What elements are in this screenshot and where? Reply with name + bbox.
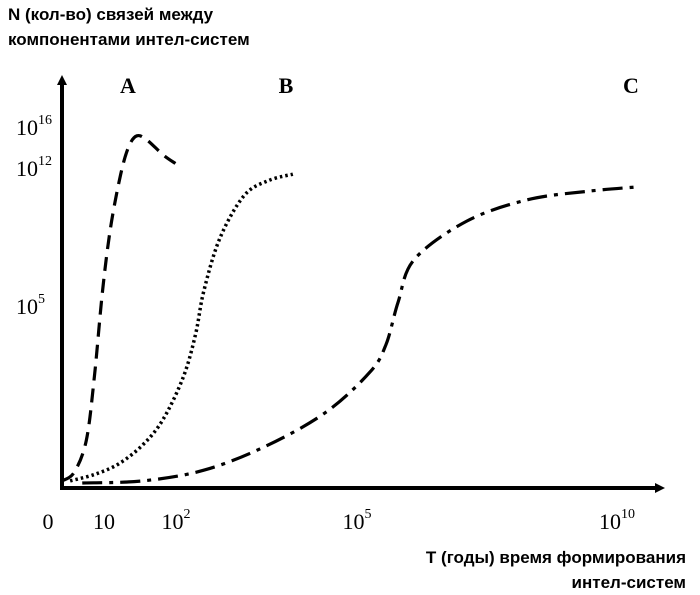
x-tick-label-3: 105: [343, 507, 372, 534]
series-labels: A B C: [120, 73, 639, 98]
x-tick-label-0: 0: [43, 509, 54, 534]
y-axis-label-line-1: N (кол-во) связей между: [8, 5, 214, 24]
axes: [57, 75, 665, 493]
series-layer: [61, 133, 638, 485]
series-label-c: C: [623, 73, 639, 98]
y-tick-label-2: 105: [16, 292, 45, 319]
series-line-a: [61, 133, 177, 483]
y-tick-label-1: 1012: [16, 154, 52, 181]
x-tick-label-1: 10: [93, 509, 115, 534]
series-label-a: A: [120, 73, 136, 98]
x-axis-label: T (годы) время формирования интел-систем: [426, 545, 686, 595]
x-axis-label-line-1: T (годы) время формирования: [425, 548, 686, 567]
y-axis-label: N (кол-во) связей между компонентами инт…: [8, 2, 250, 52]
x-tick-labels: 0 10 102 105 1010: [43, 507, 636, 534]
y-tick-labels: 1016 1012 105: [16, 113, 52, 319]
y-axis-label-line-2: компонентами интел-систем: [8, 30, 250, 49]
series-line-c: [82, 185, 638, 485]
x-tick-label-4: 1010: [599, 507, 635, 534]
series-label-b: B: [279, 73, 294, 98]
y-tick-label-0: 1016: [16, 113, 52, 140]
series-line-b: [69, 172, 294, 483]
x-tick-label-2: 102: [162, 507, 191, 534]
x-axis-label-line-2: интел-систем: [571, 573, 686, 592]
